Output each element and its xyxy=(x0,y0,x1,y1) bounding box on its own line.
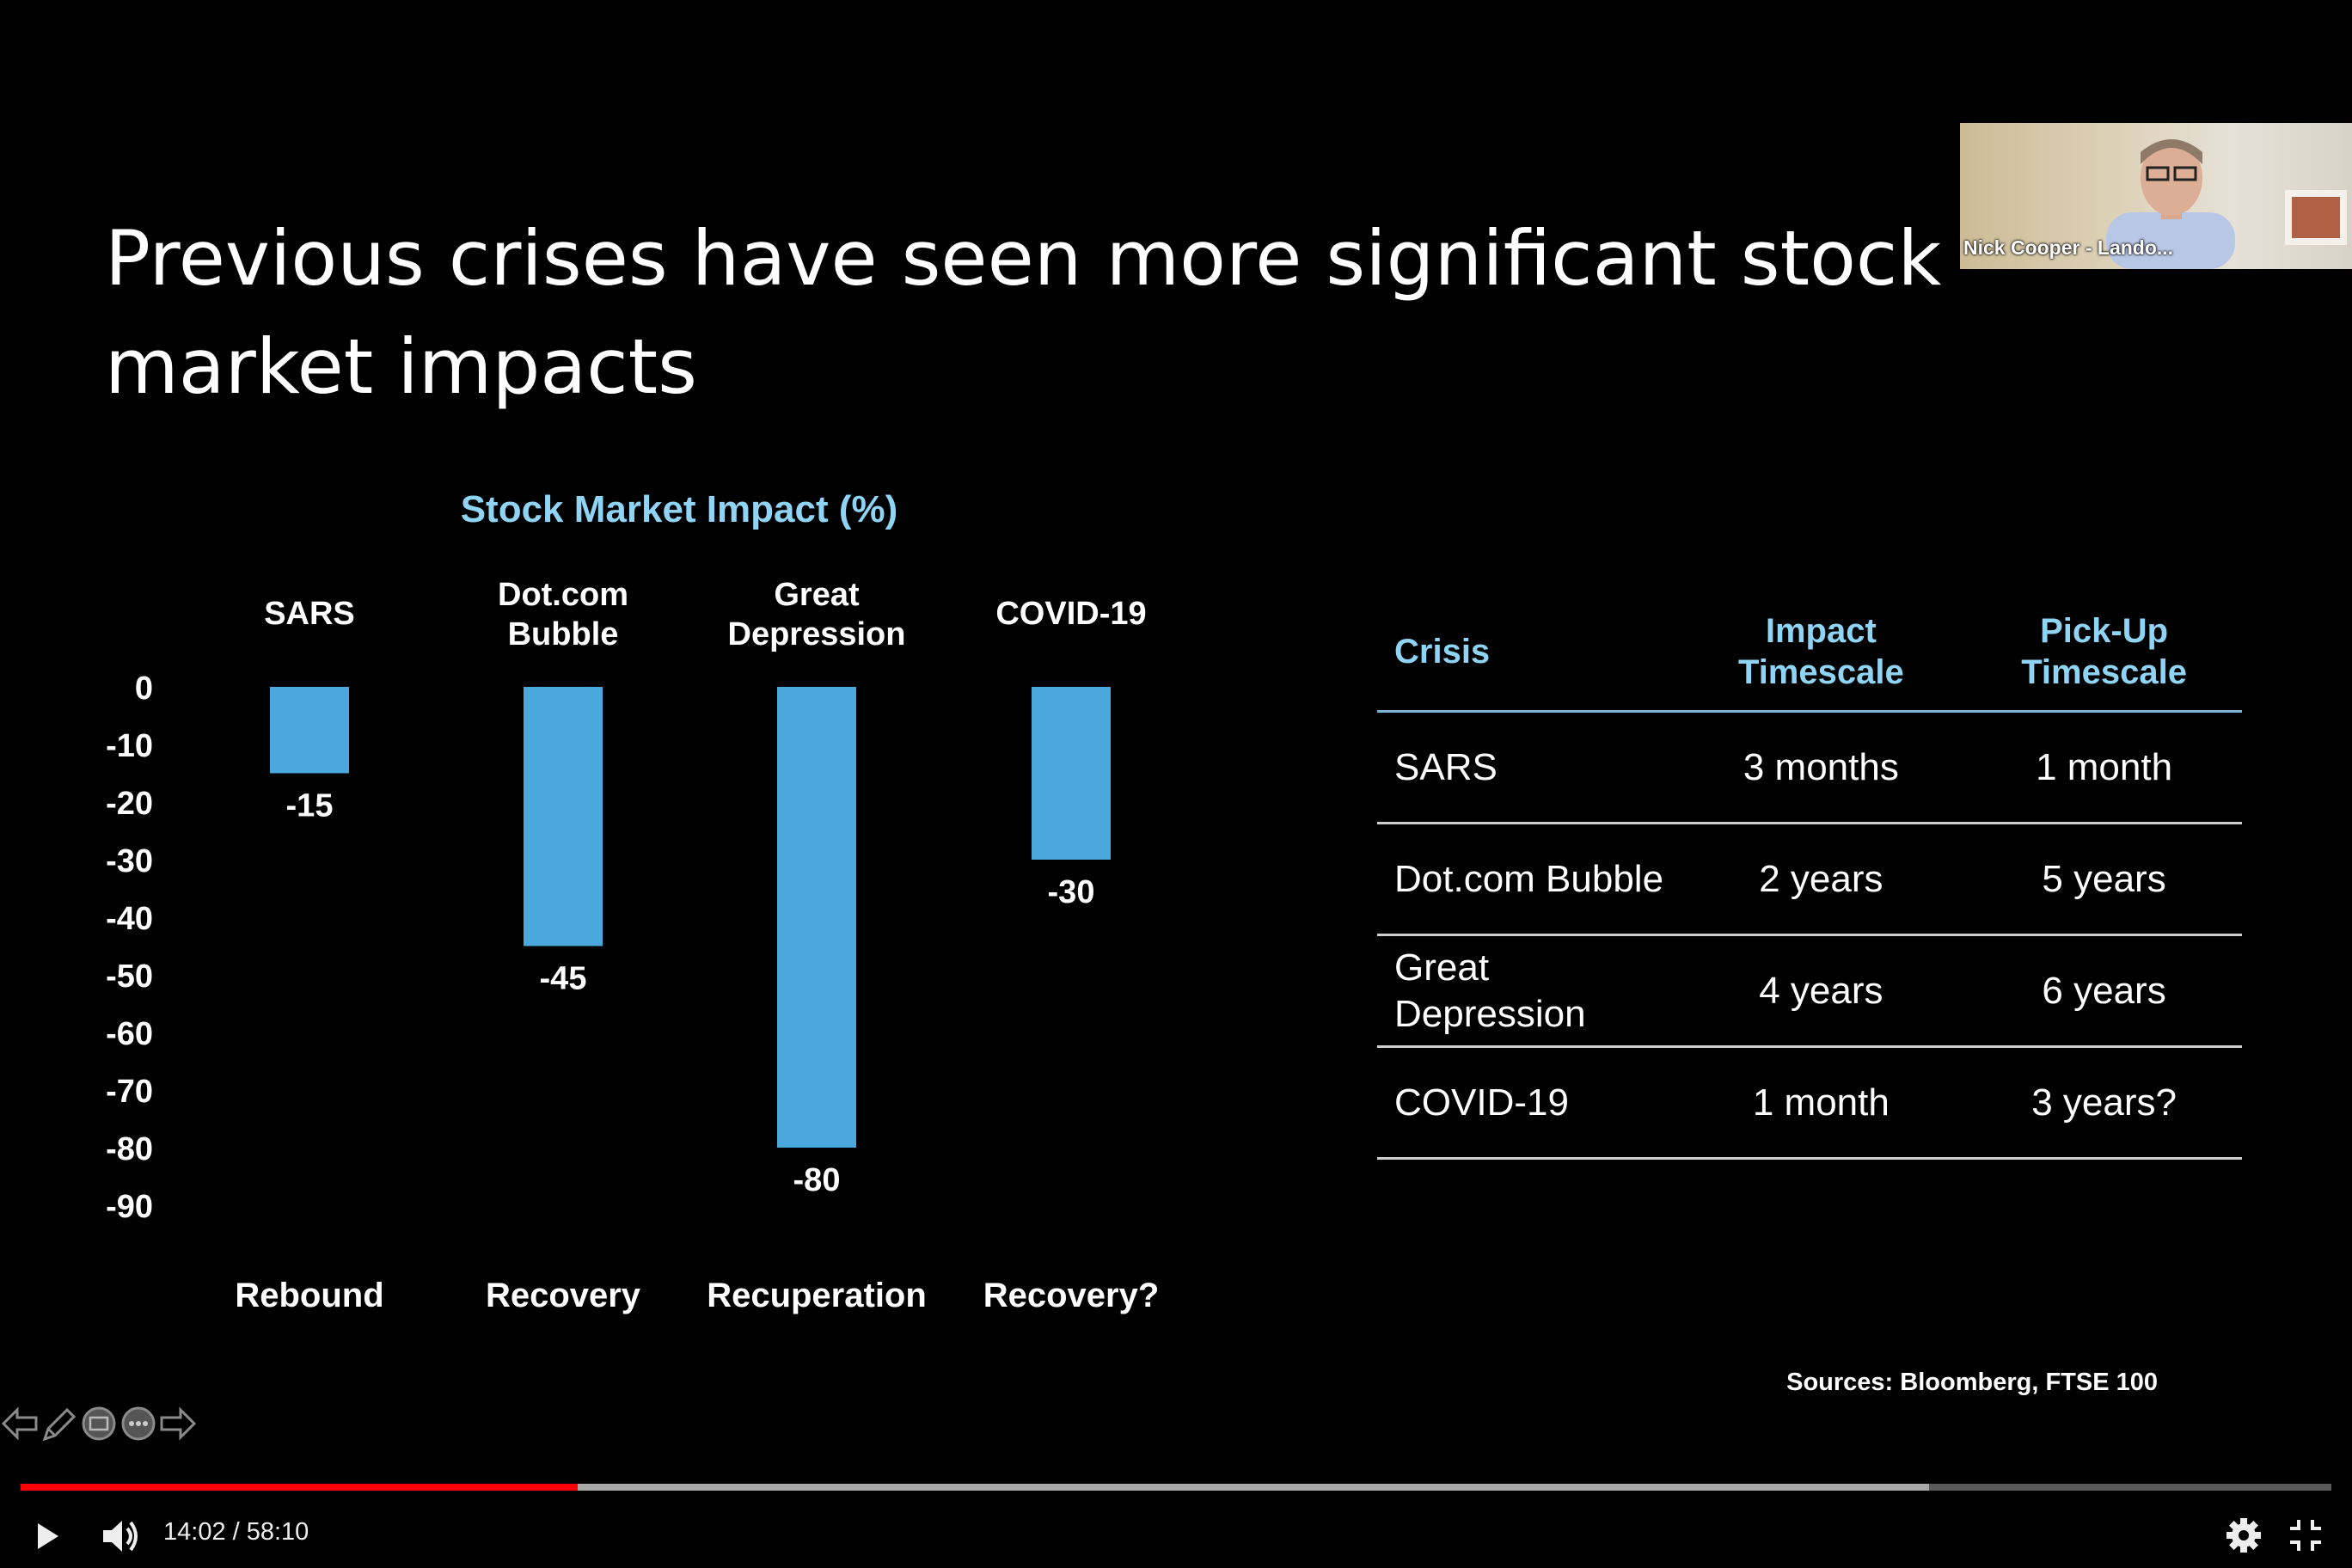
settings-button[interactable] xyxy=(2220,1511,2268,1559)
y-tick-label: -70 xyxy=(106,1074,153,1110)
sources-note: Sources: Bloomberg, FTSE 100 xyxy=(1786,1369,2158,1396)
y-tick-label: -50 xyxy=(106,959,153,995)
bar xyxy=(524,687,603,946)
header-crisis: Crisis xyxy=(1377,593,1676,713)
category-label: COVID-19 xyxy=(995,596,1146,632)
exit-fullscreen-icon xyxy=(2290,1520,2321,1551)
chart-title: Stock Market Impact (%) xyxy=(460,488,898,530)
y-tick-label: -10 xyxy=(106,728,153,764)
webcam-thumbnail[interactable]: Nick Cooper - Lando... xyxy=(1960,123,2352,269)
cell-crisis: SARS xyxy=(1377,711,1676,824)
player-controls: 14:02 / 58:10 xyxy=(0,1499,2352,1568)
volume-icon xyxy=(103,1521,138,1552)
bar-value-label: -15 xyxy=(286,788,334,824)
arrow-left-icon[interactable] xyxy=(0,1405,40,1447)
y-tick-label: -80 xyxy=(106,1131,153,1167)
time-display: 14:02 / 58:10 xyxy=(163,1518,309,1546)
bar-bottom-label: Recovery? xyxy=(983,1277,1160,1314)
bar-bottom-label: Rebound xyxy=(235,1277,383,1314)
more-options-icon[interactable] xyxy=(119,1405,158,1447)
slide-toolbar xyxy=(0,1403,206,1448)
cell-impact: 4 years xyxy=(1675,934,1950,1048)
crisis-table: Crisis Impact Timescale Pick-Up Timescal… xyxy=(1377,593,2242,1160)
arrow-right-icon[interactable] xyxy=(158,1405,198,1447)
bar-value-label: -80 xyxy=(793,1162,841,1198)
y-tick-label: -60 xyxy=(106,1016,153,1052)
progress-played xyxy=(21,1484,578,1491)
volume-button[interactable] xyxy=(96,1513,144,1559)
category-label: Dot.com Bubble xyxy=(498,577,628,652)
exit-fullscreen-button[interactable] xyxy=(2283,1513,2328,1558)
presenter-name-label: Nick Cooper - Lando... xyxy=(1963,236,2174,259)
progress-buffered xyxy=(21,1484,1930,1491)
slide-title: Previous crises have seen more significa… xyxy=(105,214,1942,411)
cell-crisis: Great Depression xyxy=(1377,934,1676,1048)
cell-pickup: 1 month xyxy=(1949,711,2242,824)
bar-bottom-label: Recovery xyxy=(486,1277,641,1314)
cell-crisis: COVID-19 xyxy=(1377,1046,1676,1160)
cell-impact: 2 years xyxy=(1675,823,1950,936)
cell-pickup: 3 years? xyxy=(1949,1046,2242,1160)
table-row: COVID-19 1 month 3 years? xyxy=(1377,1046,2242,1160)
bar xyxy=(777,687,856,1148)
bar-chart: 0 -10 -20 -30 -40 -50 -60 -70 -80 -90 SARS -15 Rebou… xyxy=(106,577,1160,1314)
cell-impact: 3 months xyxy=(1675,711,1950,824)
wall-picture xyxy=(2285,190,2347,245)
bar-value-label: -30 xyxy=(1048,874,1095,910)
progress-bar[interactable] xyxy=(21,1484,2331,1491)
slide-grid-icon[interactable] xyxy=(79,1405,119,1447)
y-tick-label: -20 xyxy=(106,786,153,822)
play-button[interactable] xyxy=(26,1515,69,1558)
play-icon xyxy=(38,1523,58,1549)
y-tick-label: -30 xyxy=(106,843,153,879)
bar-value-label: -45 xyxy=(540,961,587,997)
category-label: SARS xyxy=(264,596,355,632)
table-row: SARS 3 months 1 month xyxy=(1377,711,2242,824)
table-row: Great Depression 4 years 6 years xyxy=(1377,934,2242,1048)
cell-pickup: 6 years xyxy=(1949,934,2242,1048)
header-impact-timescale: Impact Timescale xyxy=(1675,593,1950,713)
y-tick-label: -90 xyxy=(106,1189,153,1225)
bar xyxy=(270,687,349,774)
pen-icon[interactable] xyxy=(40,1405,79,1447)
table-row: Dot.com Bubble 2 years 5 years xyxy=(1377,823,2242,936)
y-tick-label: -40 xyxy=(106,901,153,937)
category-label: Great Depression xyxy=(728,577,906,652)
gear-icon xyxy=(2226,1518,2261,1553)
bar-bottom-label: Recuperation xyxy=(707,1277,927,1314)
presenter-video xyxy=(2106,139,2235,269)
table-header-row: Crisis Impact Timescale Pick-Up Timescal… xyxy=(1377,593,2242,713)
cell-impact: 1 month xyxy=(1675,1046,1950,1160)
cell-crisis: Dot.com Bubble xyxy=(1377,823,1676,936)
cell-pickup: 5 years xyxy=(1949,823,2242,936)
header-pickup-timescale: Pick-Up Timescale xyxy=(1949,593,2242,713)
bar xyxy=(1032,687,1111,860)
y-tick-label: 0 xyxy=(135,671,153,707)
